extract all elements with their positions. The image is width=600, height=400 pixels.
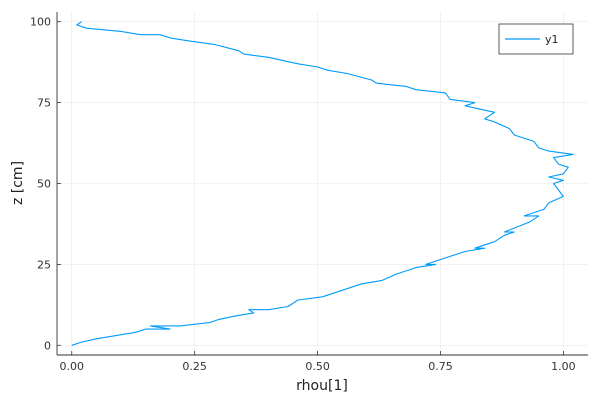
grid — [57, 12, 588, 355]
legend-entry: y1 — [545, 33, 559, 46]
x-tick-label-0: 0.00 — [60, 360, 85, 373]
y-tick-label-4: 100 — [30, 16, 51, 29]
x-tick-label-4: 1.00 — [551, 360, 576, 373]
series-line-y1 — [71, 21, 574, 346]
y-tick-label-2: 50 — [37, 178, 51, 191]
x-tick-label-1: 0.25 — [182, 360, 207, 373]
y-axis-label: z [cm] — [10, 161, 26, 205]
x-axis-label: rhou[1] — [296, 378, 348, 394]
ticks: 0.00 0.25 0.50 0.75 1.00 0 25 50 75 100 — [30, 16, 576, 373]
series-layer — [71, 21, 574, 346]
legend: y1 — [498, 23, 574, 55]
y-tick-label-1: 25 — [37, 258, 51, 271]
y-tick-label-3: 75 — [37, 97, 51, 110]
x-tick-label-3: 0.75 — [428, 360, 453, 373]
y-tick-label-0: 0 — [44, 339, 51, 352]
x-tick-label-2: 0.50 — [305, 360, 330, 373]
